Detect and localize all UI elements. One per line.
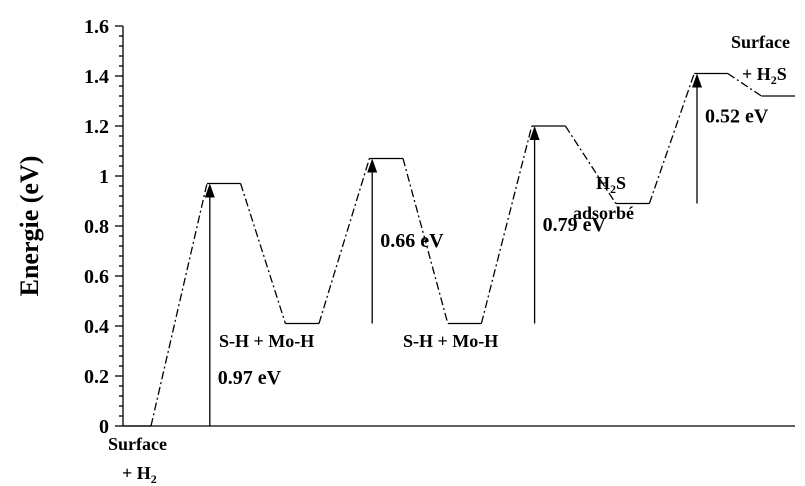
y-axis-label: Energie (eV)	[15, 156, 44, 297]
h2s-subscript: 2	[610, 182, 616, 196]
y-tick-label: 1.4	[84, 66, 109, 88]
y-axis-ticks	[115, 25, 123, 427]
intermediate-1-label: S-H + Mo-H	[219, 331, 314, 351]
surface-h2s-label-line1: Surface	[731, 32, 790, 52]
transition-connectors	[150, 72, 762, 427]
surface-h2-label-line1: Surface	[108, 434, 167, 454]
y-tick-label: 0.8	[84, 216, 109, 238]
y-tick-label: 1	[99, 166, 109, 188]
surface-h2-subscript: 2	[151, 472, 157, 486]
intermediate-2-label: S-H + Mo-H	[403, 331, 498, 351]
h2s-h: H	[596, 173, 610, 193]
transition-connector	[150, 183, 208, 427]
barrier-label: 0.66 eV	[380, 230, 444, 252]
barrier-label: 0.97 eV	[218, 367, 282, 389]
transition-connector	[648, 73, 695, 204]
surface-h2s-plus-h: + H	[742, 64, 771, 84]
y-axis-tick-labels: 0 0.2 0.4 0.6 0.8 1 1.2 1.4 1.6	[84, 16, 109, 438]
barrier-label: 0.52 eV	[705, 106, 769, 128]
transition-connector	[727, 72, 762, 97]
surface-h2s-label-line2: + H2S	[742, 64, 787, 87]
surface-h2s-subscript: 2	[771, 73, 777, 87]
surface-h2-plus-h: + H	[122, 463, 151, 483]
y-tick-label: 0.6	[84, 266, 109, 288]
transition-connector	[318, 158, 371, 324]
barrier-arrow-head	[529, 126, 540, 140]
y-tick-label: 0.2	[84, 366, 109, 388]
transition-connector	[480, 125, 533, 324]
y-tick-label: 1.2	[84, 116, 109, 138]
barrier-arrow-head	[692, 73, 702, 88]
energy-levels	[123, 72, 795, 427]
barrier-label: 0.79 eV	[543, 214, 607, 236]
barrier-arrows	[204, 73, 702, 426]
y-tick-label: 1.6	[84, 16, 109, 38]
transition-connector	[402, 158, 449, 324]
barrier-arrow-head	[367, 158, 378, 173]
barrier-arrow-head	[204, 183, 215, 198]
surface-h2s-s: S	[777, 64, 787, 84]
y-tick-label: 0	[99, 416, 109, 438]
h2s-s: S	[616, 173, 626, 193]
barrier-labels: 0.97 eV 0.66 eV 0.79 eV 0.52 eV	[218, 106, 769, 390]
surface-h2-label-line2: + H2	[122, 463, 157, 486]
transition-connector	[239, 183, 287, 324]
adsorbe-label: adsorbé	[573, 203, 634, 223]
y-tick-label: 0.4	[84, 316, 109, 338]
h2s-label: H2S	[596, 173, 626, 196]
